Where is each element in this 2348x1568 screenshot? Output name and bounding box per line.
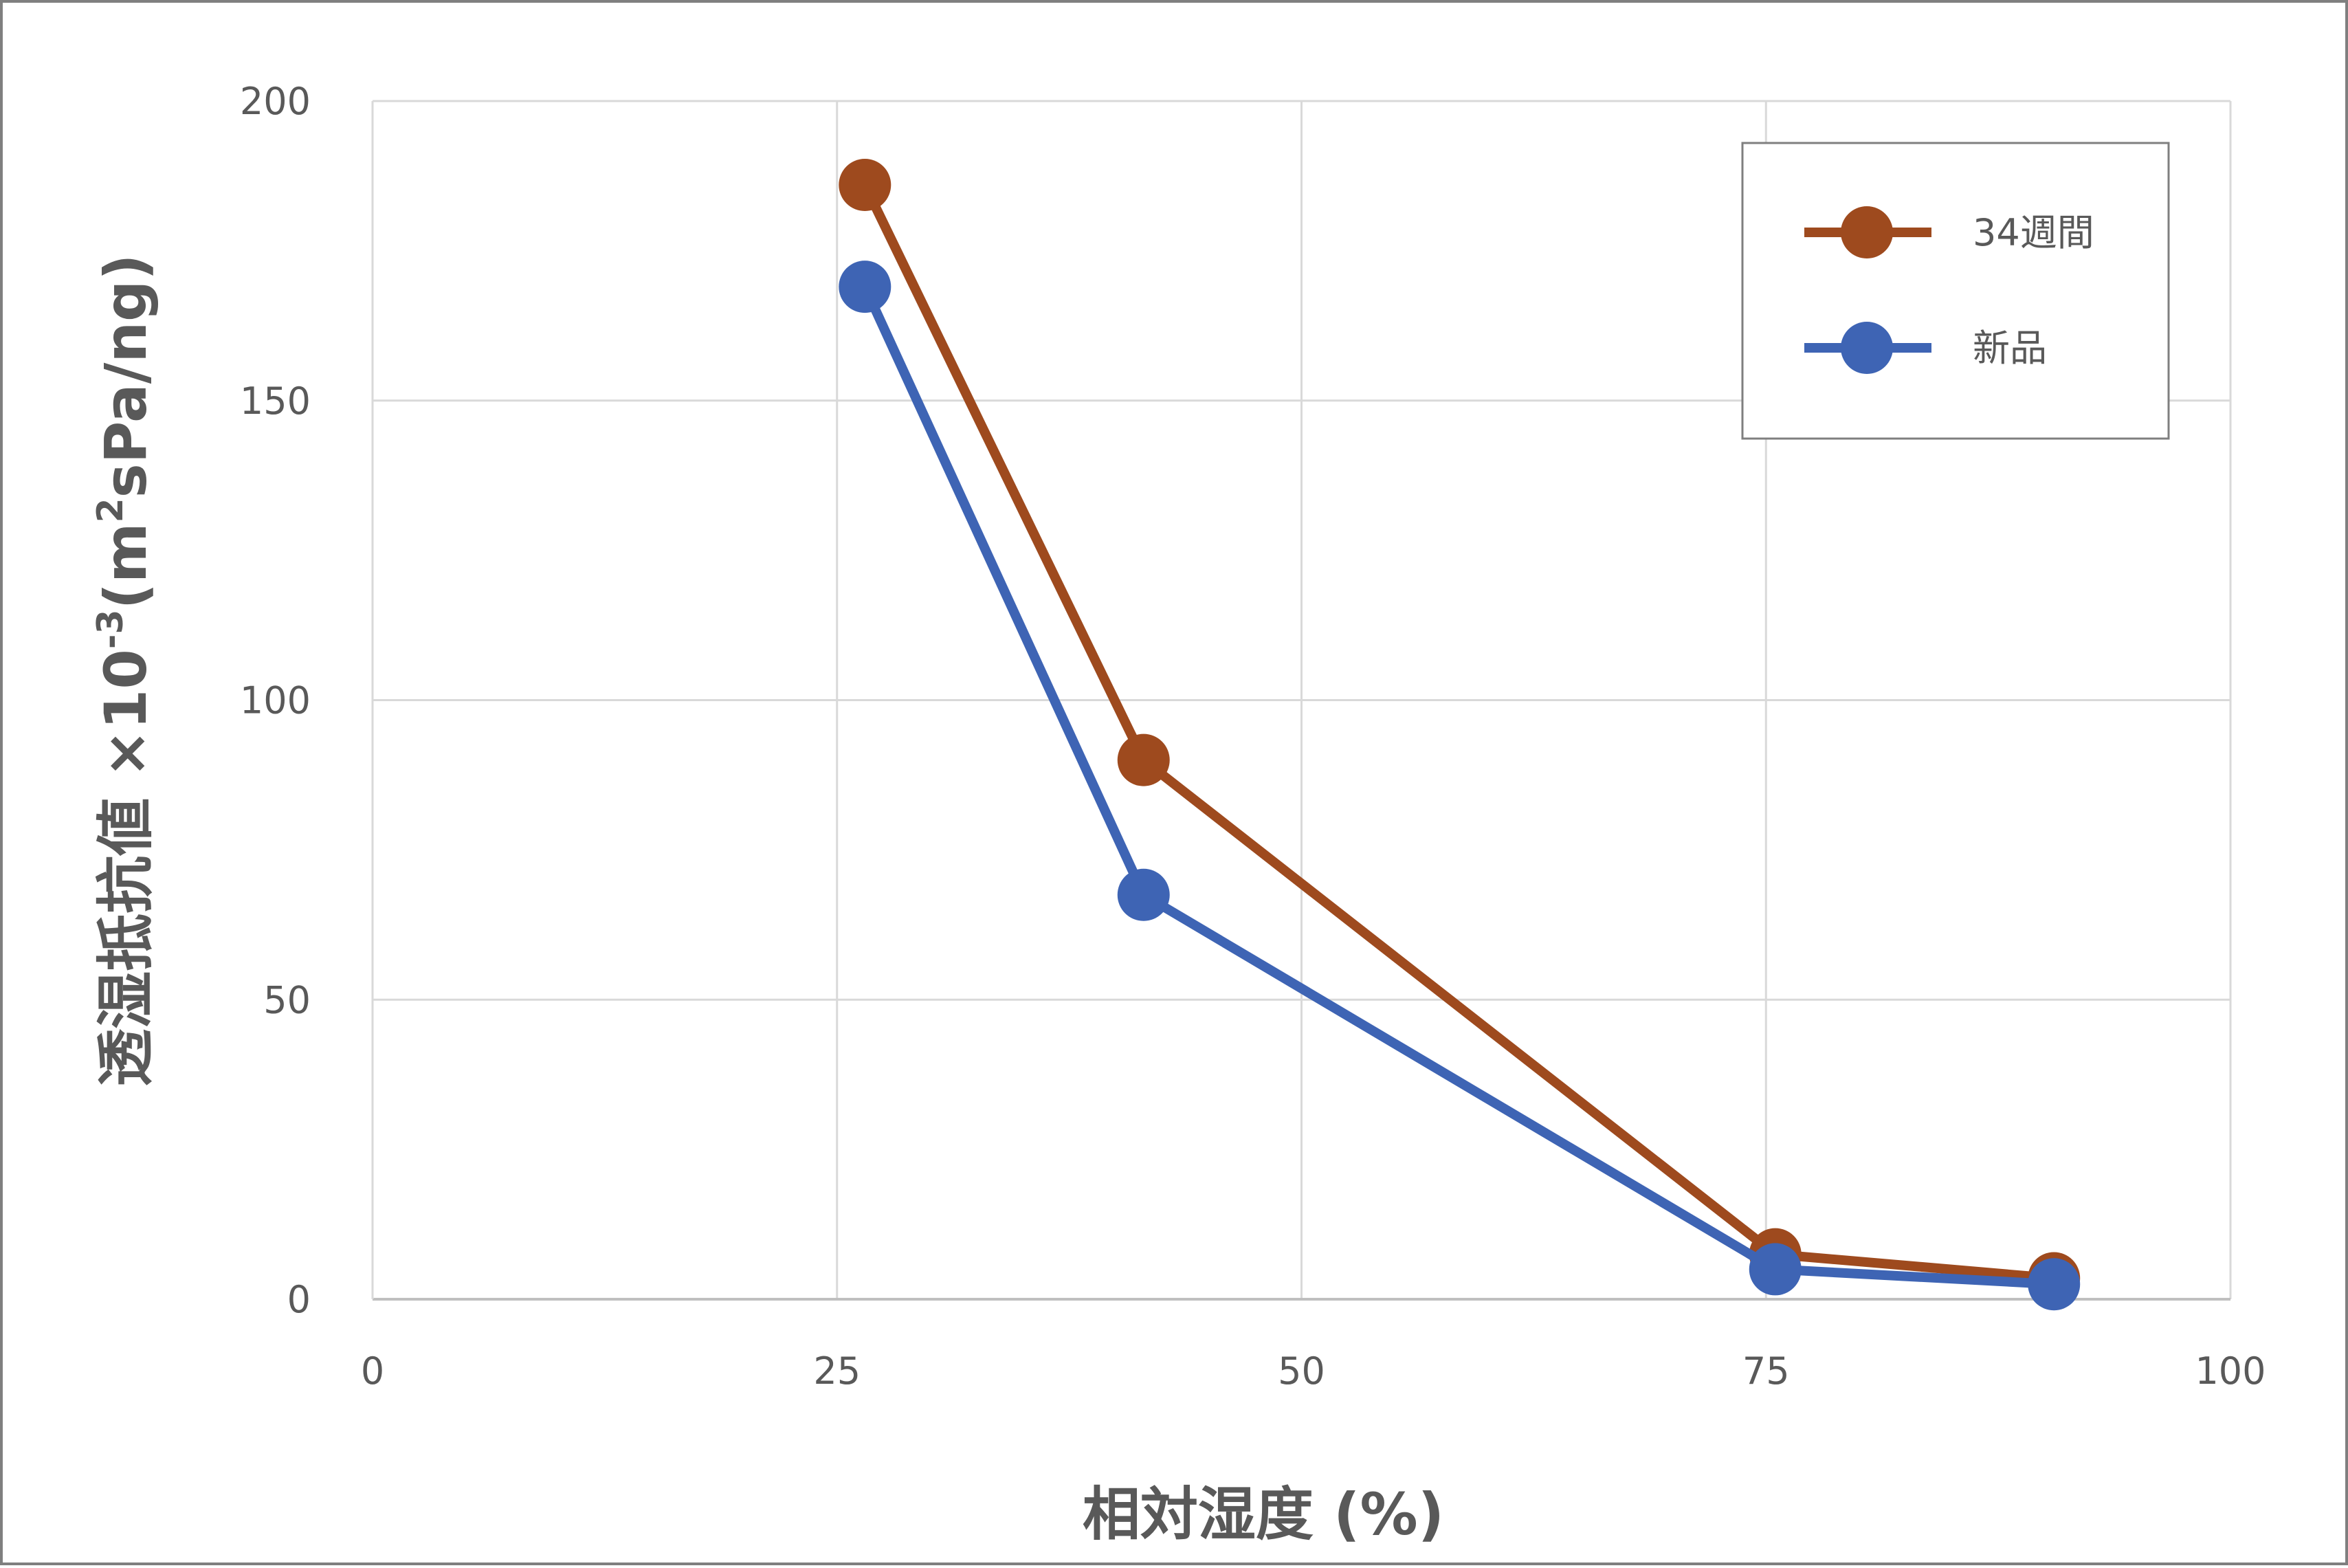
data-point — [1117, 733, 1170, 786]
data-point — [839, 159, 891, 212]
y-tick-label: 100 — [240, 679, 311, 722]
y-axis-title: 透湿抵抗値 ×10-3(m2sPa/ng) — [90, 254, 159, 1086]
series-line — [860, 182, 2054, 1283]
legend-label: 新品 — [1973, 327, 2047, 370]
y-axis-title-exponent: -3 — [90, 609, 131, 649]
legend-box — [1741, 142, 2170, 440]
x-tick-label: 100 — [2195, 1349, 2266, 1393]
y-axis-title-unit: (m — [92, 522, 159, 609]
series-group — [839, 159, 2081, 1311]
x-tick-label: 75 — [1742, 1349, 1790, 1393]
legend-label: 34週間 — [1973, 211, 2094, 254]
legend-item: 新品 — [1804, 322, 2047, 374]
y-axis-title-unit-rest: sPa/ng) — [92, 254, 159, 498]
y-axis-title-unit-exponent: 2 — [90, 498, 131, 522]
x-tick-label: 50 — [1278, 1349, 1325, 1393]
y-axis-title-main: 透湿抵抗値 ×10 — [92, 649, 159, 1087]
series-2 — [839, 261, 2081, 1311]
y-tick-label: 150 — [240, 379, 311, 423]
tick-labels: 0 50 100 150 200 0 25 50 75 100 — [240, 80, 2266, 1393]
data-point — [839, 261, 891, 313]
data-point — [2028, 1258, 2081, 1311]
data-point — [1749, 1243, 1802, 1296]
data-point — [1117, 868, 1170, 921]
legend-item: 34週間 — [1804, 206, 2094, 258]
legend-marker — [1841, 206, 1893, 258]
x-axis-title: 相対湿度 (%) — [1083, 1481, 1444, 1548]
y-tick-label: 50 — [263, 978, 311, 1022]
x-tick-label: 0 — [361, 1349, 384, 1393]
gridlines — [373, 100, 2232, 1299]
y-tick-label: 200 — [240, 80, 311, 123]
x-tick-label: 25 — [813, 1349, 861, 1393]
y-tick-label: 0 — [287, 1278, 311, 1321]
axes — [371, 101, 2230, 1301]
legend-marker — [1841, 322, 1893, 374]
series-line — [860, 285, 2054, 1290]
